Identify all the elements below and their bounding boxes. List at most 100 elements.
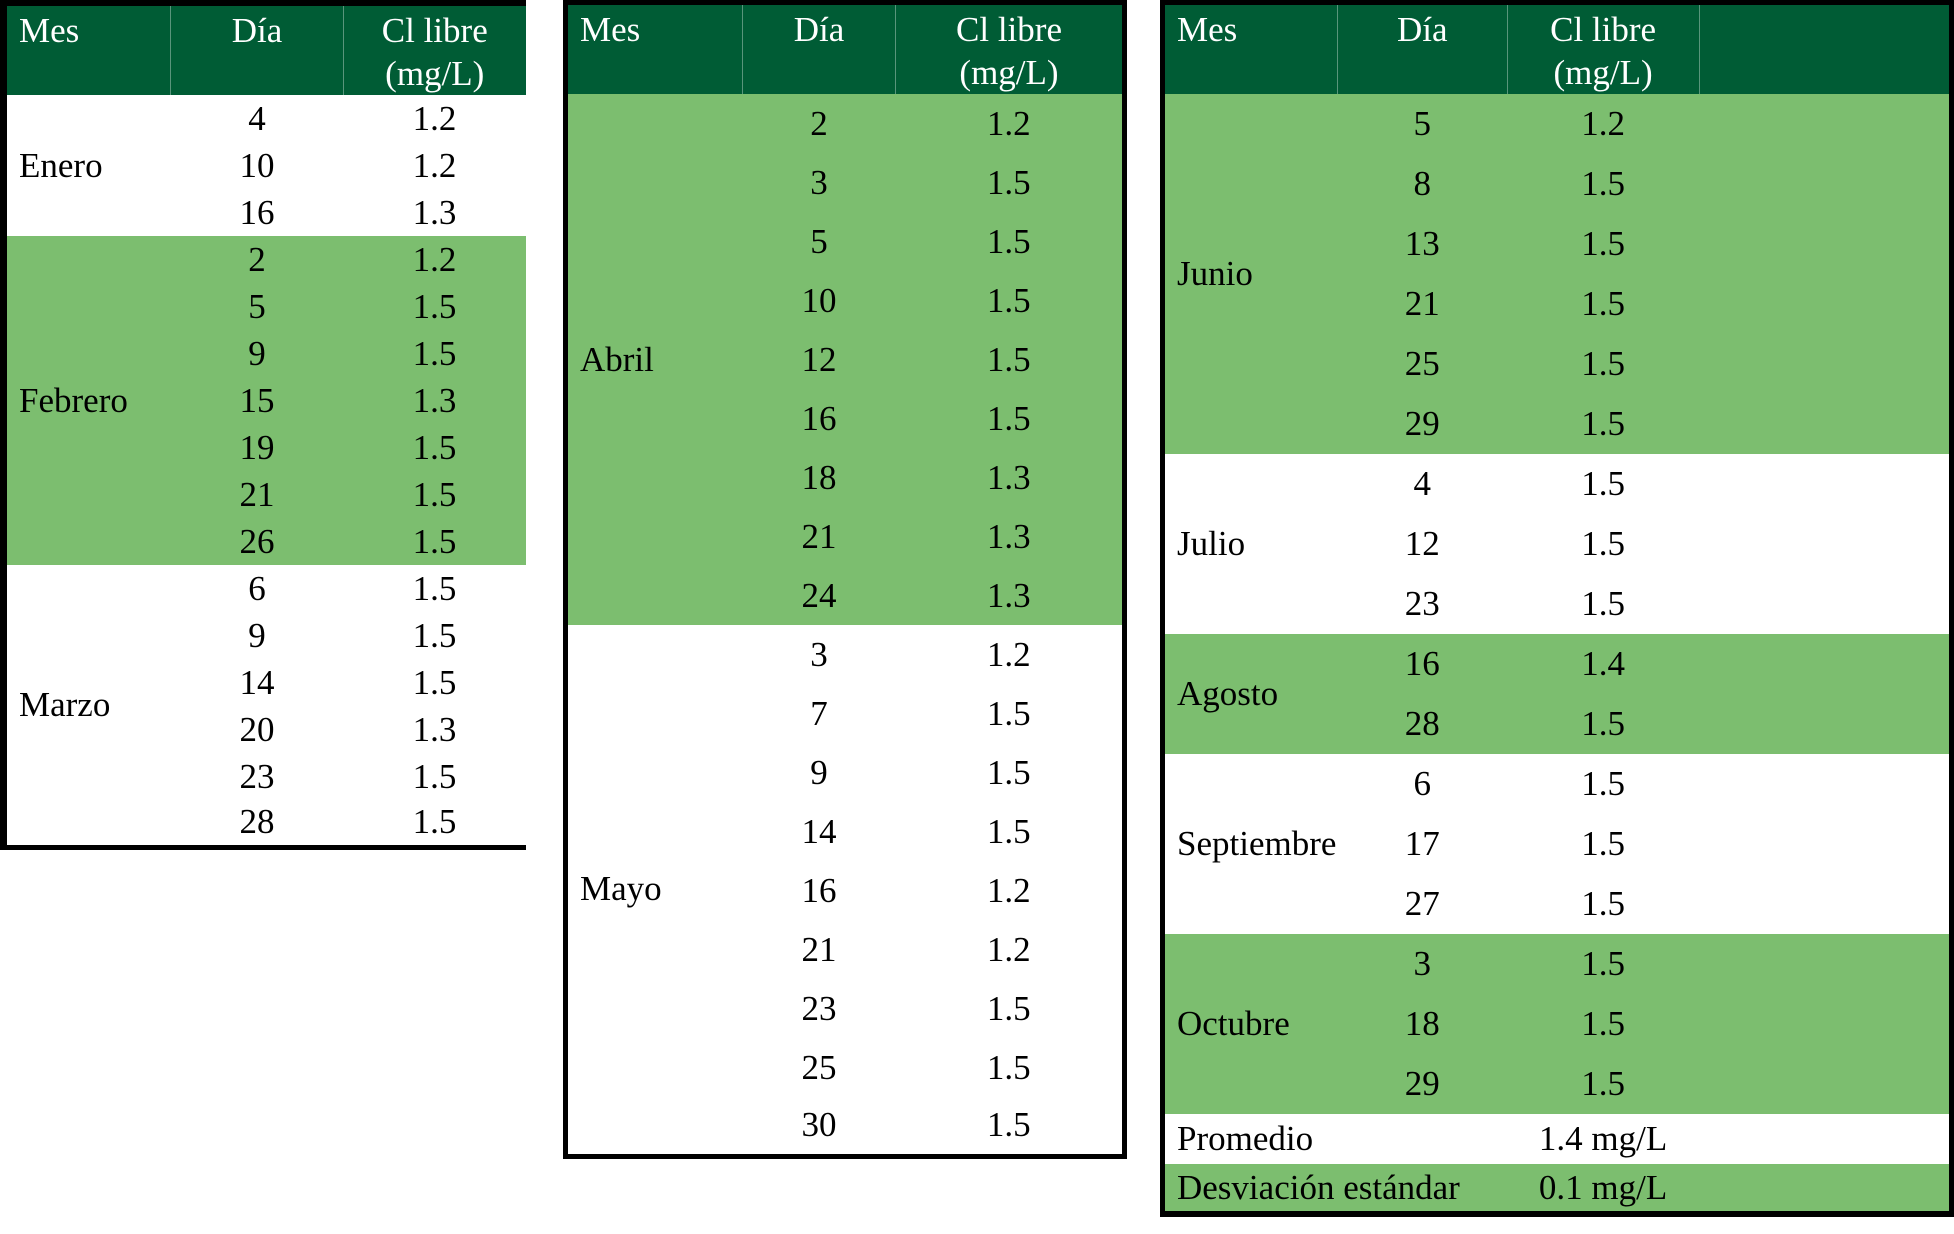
table-row: 14 1.5 <box>4 659 526 706</box>
header-cl-libre: Cl libre (mg/L) <box>1506 2 1700 94</box>
row-spacer <box>1699 874 1951 934</box>
day-cell: 28 <box>1337 694 1508 754</box>
day-cell: 16 <box>239 192 275 232</box>
day-cell: 26 <box>170 518 344 565</box>
table-row: Junio 5 1.2 <box>1162 94 1952 454</box>
value-cell: 1.5 <box>343 424 526 471</box>
value-cell: 1.5 <box>1581 884 1625 923</box>
table-row: 16 1.2 <box>566 861 1125 920</box>
table-row: 10 1.5 <box>566 271 1125 330</box>
table-row: 25 1.5 <box>566 1038 1125 1097</box>
value-cell: 1.5 <box>343 471 526 518</box>
table-row: 23 1.5 <box>4 753 526 800</box>
month-cell: Junio <box>1162 94 1338 454</box>
day-cell: 25 <box>1337 334 1508 394</box>
table-enero-marzo: Mes Día Cl libre (mg/L) Enero 4 1.2 10 1.2 16 1.3 F… <box>0 0 526 850</box>
value-cell: 1.5 <box>1507 214 1700 274</box>
table-row: 17 1.5 <box>1163 814 1952 874</box>
day-cell: 5 <box>742 212 896 271</box>
summary-row: Promedio 1.4 mg/L <box>1163 1114 1952 1164</box>
table-row: 13 1.5 <box>1163 214 1952 274</box>
value-cell: 1.5 <box>895 330 1125 389</box>
value-cell: 1.3 <box>895 448 1125 507</box>
day-cell: 21 <box>170 471 344 518</box>
row-spacer <box>1699 1164 1952 1214</box>
header-spacer <box>1698 2 1952 94</box>
value-cell: 1.5 <box>1581 524 1625 563</box>
value-cell: 1.3 <box>895 507 1125 566</box>
day-cell: 10 <box>742 271 896 330</box>
value-cell: 1.3 <box>895 566 1125 625</box>
summary-value-cell: 1.4 mg/L <box>1538 1119 1668 1158</box>
day-cell: 18 <box>1337 994 1508 1054</box>
row-spacer <box>1699 934 1952 994</box>
day-cell: 3 <box>1337 934 1508 994</box>
value-cell: 1.5 <box>1581 464 1625 503</box>
table-row: 27 1.5 <box>1163 874 1952 934</box>
table-row: 9 1.5 <box>4 330 526 377</box>
day-cell: 2 <box>170 236 344 283</box>
row-spacer <box>1699 394 1952 454</box>
table-row: 14 1.5 <box>566 802 1125 861</box>
day-cell: 12 <box>1404 524 1440 563</box>
summary-label-cell: Desviación estándar <box>1162 1164 1508 1214</box>
value-cell: 1.5 <box>1581 584 1625 623</box>
day-cell: 21 <box>742 507 896 566</box>
month-cell: Agosto <box>1162 634 1338 754</box>
value-cell: 1.2 <box>986 870 1031 910</box>
row-spacer <box>1699 694 1952 754</box>
header-dia: Día <box>170 3 344 95</box>
table-row: 29 1.5 <box>1163 1054 1952 1114</box>
value-cell: 1.5 <box>895 212 1125 271</box>
table-row: 16 1.3 <box>4 189 526 236</box>
value-cell: 1.5 <box>986 752 1031 792</box>
table-row: 25 1.5 <box>1163 334 1952 394</box>
day-cell: 21 <box>1337 274 1508 334</box>
table-row: 29 1.5 <box>1163 394 1952 454</box>
value-cell: 1.5 <box>1507 1054 1700 1114</box>
day-cell: 9 <box>170 330 344 377</box>
month-cell: Mayo <box>580 869 662 909</box>
day-cell: 2 <box>742 94 896 153</box>
day-cell: 6 <box>248 568 266 608</box>
row-spacer <box>1699 514 1951 574</box>
month-cell: Febrero <box>3 236 171 565</box>
value-cell: 1.5 <box>1581 824 1625 863</box>
header-cl-libre: Cl libre (mg/L) <box>895 2 1125 94</box>
day-cell: 21 <box>801 929 837 969</box>
value-cell: 1.5 <box>1507 154 1700 214</box>
value-cell: 1.2 <box>1507 94 1700 154</box>
table-row: 15 1.3 <box>4 377 526 424</box>
row-spacer <box>1699 574 1951 634</box>
table-row: 18 1.5 <box>1163 994 1952 1054</box>
header-dia: Día <box>1336 2 1508 94</box>
value-cell: 1.5 <box>343 330 526 377</box>
day-cell: 14 <box>801 811 837 851</box>
month-cell: Septiembre <box>1177 824 1337 863</box>
month-cell: Marzo <box>19 684 111 724</box>
month-cell: Julio <box>1177 524 1246 563</box>
value-cell: 1.2 <box>895 94 1125 153</box>
value-cell: 1.5 <box>986 693 1031 733</box>
table-row: Mayo 3 1.2 <box>566 625 1125 909</box>
day-cell: 16 <box>742 389 896 448</box>
day-cell: 10 <box>239 145 275 185</box>
value-cell: 1.5 <box>1507 934 1700 994</box>
value-cell: 1.5 <box>412 756 457 796</box>
value-cell: 1.5 <box>1507 994 1700 1054</box>
value-cell: 1.5 <box>986 811 1031 851</box>
value-cell: 1.2 <box>986 634 1031 674</box>
value-cell: 1.3 <box>412 192 457 232</box>
row-spacer <box>1699 754 1951 814</box>
value-cell: 1.5 <box>895 153 1125 212</box>
day-cell: 24 <box>742 566 896 625</box>
table-row: 21 1.5 <box>1163 274 1952 334</box>
table-row: 8 1.5 <box>1163 154 1952 214</box>
table-row: 19 1.5 <box>4 424 526 471</box>
header-cl-line1: Cl libre <box>1550 10 1657 49</box>
row-spacer <box>1699 214 1952 274</box>
day-cell: 9 <box>810 752 828 792</box>
value-cell: 1.5 <box>412 802 457 842</box>
value-cell: 1.5 <box>1507 694 1700 754</box>
table-row: Septiembre 6 1.5 <box>1163 754 1952 863</box>
